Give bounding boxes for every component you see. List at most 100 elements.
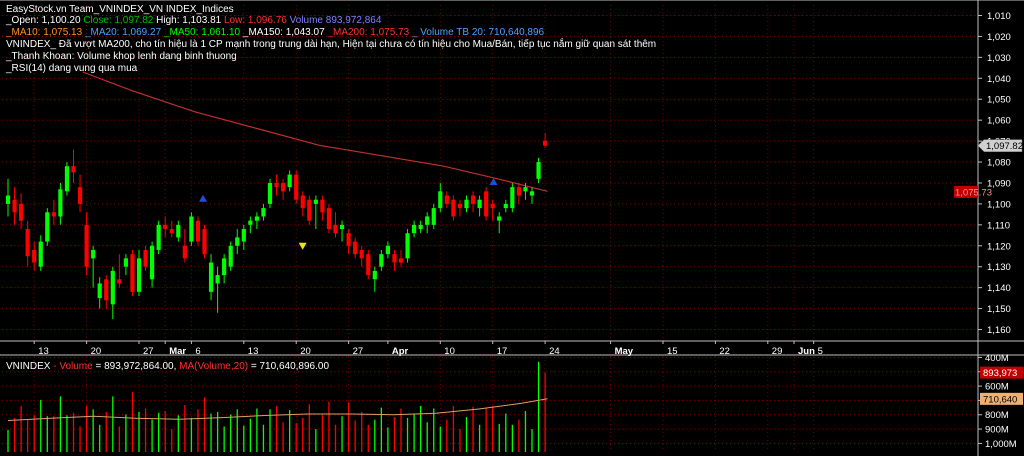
candle-body-down bbox=[490, 203, 495, 209]
candle-body-up bbox=[536, 162, 541, 179]
candle-body-up bbox=[529, 191, 535, 196]
date-axis-label: 20 bbox=[300, 346, 311, 357]
high-label: High: bbox=[156, 15, 183, 26]
ma-line: _MA10: 1,075.13 _MA20: 1,069.27 _MA50: 1… bbox=[6, 27, 544, 38]
price-axis-label: 1,140 bbox=[987, 283, 1011, 294]
candle-body-up bbox=[215, 275, 220, 284]
candle-body-down bbox=[484, 191, 489, 217]
candle-body-up bbox=[189, 216, 194, 242]
candle-body-up bbox=[477, 199, 482, 209]
volume-tag bbox=[980, 366, 1023, 379]
date-axis-label: Apr bbox=[392, 346, 409, 357]
candle-body-up bbox=[503, 203, 508, 209]
candle-body-up bbox=[235, 237, 240, 246]
open-label: _Open: bbox=[6, 15, 42, 26]
candle-body-down bbox=[326, 208, 332, 230]
close-price-tag-text: 1,097.82 bbox=[986, 141, 1023, 152]
date-axis-label: 24 bbox=[549, 346, 560, 357]
ma200-tag-left bbox=[954, 185, 978, 198]
candle-body-up bbox=[228, 245, 233, 267]
volma-label: _ Volume TB 20: bbox=[411, 27, 489, 38]
date-axis-label: Jun bbox=[798, 346, 815, 357]
candle-body-up bbox=[405, 233, 410, 259]
date-axis-label: 17 bbox=[497, 346, 508, 357]
date-axis-label: 29 bbox=[772, 346, 783, 357]
candle-body-up bbox=[418, 224, 423, 230]
candle-body-up bbox=[176, 224, 181, 238]
comment-line-3: _RSI(14) dang vung qua mua bbox=[6, 63, 137, 74]
chart-title-text: EasyStock.vn Team_VNINDEX_VN INDEX_Indic… bbox=[6, 4, 234, 15]
candle-body-down bbox=[32, 249, 37, 263]
date-axis-label: 27 bbox=[143, 346, 154, 357]
date-axis-label: 27 bbox=[353, 346, 364, 357]
candle-body-down bbox=[51, 212, 56, 217]
price-axis-label: 1,080 bbox=[987, 158, 1011, 169]
candle-body-up bbox=[123, 258, 128, 267]
date-axis-label: 5 bbox=[818, 346, 823, 357]
price-axis-label: 1,020 bbox=[987, 32, 1011, 43]
date-axis-label: May bbox=[615, 346, 634, 357]
candle-body-up bbox=[222, 258, 227, 276]
candle-body-up bbox=[431, 208, 436, 225]
date-axis-label: Mar bbox=[169, 346, 186, 357]
candle-body-up bbox=[339, 224, 345, 230]
candle-body-down bbox=[366, 254, 371, 276]
candle-body-down bbox=[117, 279, 122, 284]
price-axis-label: 1,030 bbox=[987, 53, 1011, 64]
ma200-tag-text: 1,075.73 bbox=[955, 187, 992, 198]
candle-body-up bbox=[97, 283, 102, 299]
volume-label: Volume bbox=[289, 15, 326, 26]
close-price-tag bbox=[977, 139, 1023, 152]
candle-body-up bbox=[412, 224, 417, 234]
candle-body-down bbox=[143, 249, 148, 267]
price-axis-label: 1,010 bbox=[987, 11, 1011, 22]
volume-series-label: - Volume bbox=[50, 361, 93, 372]
candle-body-down bbox=[307, 199, 312, 221]
candle-body-down bbox=[163, 224, 168, 230]
candle-body-up bbox=[150, 245, 155, 280]
ma50-value: 1,061.10 bbox=[201, 27, 241, 38]
ma200-label: _MA200: bbox=[327, 27, 371, 38]
candle-body-down bbox=[392, 254, 397, 263]
close-label: Close: bbox=[83, 15, 115, 26]
candle-body-down bbox=[71, 166, 76, 173]
candle-body-down bbox=[182, 245, 187, 259]
candle-body-up bbox=[156, 224, 161, 250]
candle-body-down bbox=[470, 195, 476, 204]
high-value: 1,103.81 bbox=[182, 15, 222, 26]
price-axis-label: 1,100 bbox=[987, 199, 1011, 210]
volume-value: 893,972,864 bbox=[325, 15, 382, 26]
open-value: 1,100.20 bbox=[41, 15, 81, 26]
volume-ma-tag-text: 710,640 bbox=[983, 394, 1017, 405]
candle-body-up bbox=[91, 249, 96, 259]
candle-body-down bbox=[12, 199, 17, 213]
comment-line-2: _Thanh Khoan: Volume khop lenh dang binh… bbox=[6, 51, 237, 62]
candle-body-up bbox=[261, 208, 266, 217]
ma150-label: _MA150: bbox=[242, 27, 286, 38]
candle-body-down bbox=[19, 203, 24, 221]
candle-body-down bbox=[457, 203, 463, 209]
candle-body-up bbox=[208, 262, 214, 292]
candle-body-up bbox=[248, 220, 253, 225]
candle-body-down bbox=[274, 182, 279, 188]
price-axis-label: 1,150 bbox=[987, 304, 1011, 315]
candle-body-up bbox=[313, 199, 318, 204]
candle-body-up bbox=[38, 241, 43, 267]
price-axis-label: 1,090 bbox=[987, 178, 1011, 189]
ma200-line bbox=[82, 71, 548, 192]
date-axis-label: 15 bbox=[667, 346, 678, 357]
volume-axis-label: 800M bbox=[985, 410, 1009, 421]
candle-body-up bbox=[241, 229, 246, 242]
comment-text-3: _RSI(14) dang vung qua mua bbox=[6, 63, 138, 74]
candle-body-down bbox=[202, 229, 207, 255]
candle-body-down bbox=[130, 254, 135, 292]
candle-body-down bbox=[346, 233, 351, 246]
volume-series-value: = 893,972,864.00, bbox=[92, 361, 180, 372]
candle-body-down bbox=[516, 187, 521, 196]
ma20-label: _MA20: bbox=[84, 27, 123, 38]
volume-axis-label: 900M bbox=[985, 425, 1009, 436]
candle-body-down bbox=[359, 249, 364, 259]
volume-ma-line bbox=[7, 398, 548, 421]
